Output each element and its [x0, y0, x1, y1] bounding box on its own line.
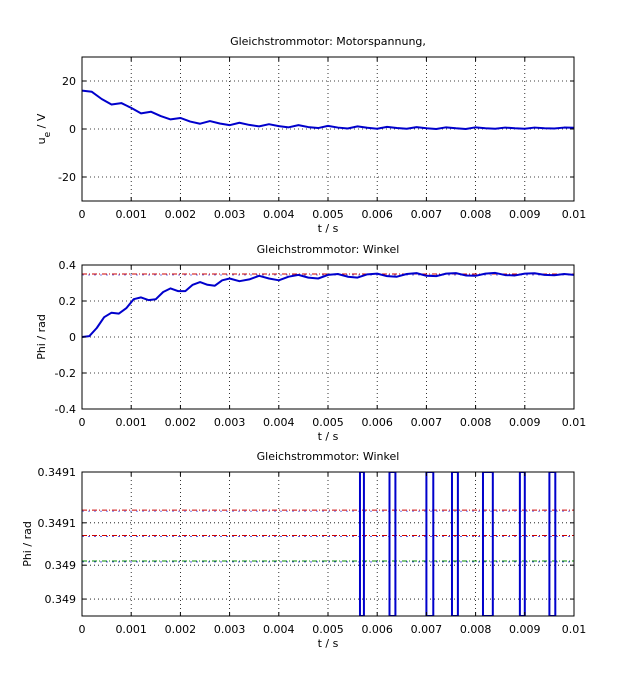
- x-axis-label: t / s: [318, 222, 339, 235]
- y-tick-label: 0.4: [59, 259, 77, 272]
- y-tick-label: 0.3491: [38, 517, 77, 530]
- chart-title: Gleichstrommotor: Winkel: [257, 243, 400, 256]
- x-tick-label: 0: [79, 416, 86, 429]
- x-tick-label: 0.002: [165, 416, 197, 429]
- x-tick-label: 0.005: [312, 416, 344, 429]
- x-tick-label: 0.006: [361, 208, 393, 221]
- y-tick-label: 20: [62, 75, 76, 88]
- x-tick-label: 0.005: [312, 623, 344, 636]
- y-tick-label: 0.349: [45, 559, 77, 572]
- x-tick-label: 0.004: [263, 416, 295, 429]
- x-axis-label: t / s: [318, 430, 339, 443]
- x-tick-label: 0.004: [263, 623, 295, 636]
- signal-burst: [425, 472, 435, 616]
- signal-burst: [518, 472, 526, 616]
- x-tick-label: 0.01: [562, 208, 587, 221]
- x-tick-label: 0.007: [411, 623, 443, 636]
- x-axis-label: t / s: [318, 637, 339, 650]
- y-tick-label: -20: [58, 171, 76, 184]
- x-tick-label: 0.001: [115, 208, 147, 221]
- x-tick-label: 0.008: [460, 623, 492, 636]
- x-tick-label: 0.009: [509, 416, 541, 429]
- y-axis-label: ue / V: [35, 113, 53, 144]
- y-tick-label: 0: [69, 123, 76, 136]
- x-tick-label: 0.005: [312, 208, 344, 221]
- y-tick-label: 0.2: [59, 295, 77, 308]
- chart-title: Gleichstrommotor: Winkel: [257, 450, 400, 463]
- y-tick-label: -0.2: [55, 367, 76, 380]
- y-tick-label: 0.349: [45, 593, 77, 606]
- series-group: [358, 472, 557, 616]
- series-group: [82, 89, 574, 130]
- x-tick-label: 0.002: [165, 208, 197, 221]
- x-tick-label: 0.01: [562, 416, 587, 429]
- x-tick-label: 0.004: [263, 208, 295, 221]
- signal-burst: [450, 472, 459, 616]
- x-tick-label: 0.006: [361, 416, 393, 429]
- x-tick-label: 0.003: [214, 416, 246, 429]
- x-tick-label: 0: [79, 623, 86, 636]
- signal-burst: [358, 472, 365, 616]
- x-tick-label: 0.009: [509, 623, 541, 636]
- x-tick-label: 0: [79, 208, 86, 221]
- y-axis-label: Phi / rad: [35, 314, 48, 360]
- x-tick-label: 0.009: [509, 208, 541, 221]
- x-tick-label: 0.006: [361, 623, 393, 636]
- x-tick-label: 0.003: [214, 208, 246, 221]
- x-tick-label: 0.003: [214, 623, 246, 636]
- series-group: [82, 271, 574, 338]
- x-tick-label: 0.008: [460, 208, 492, 221]
- x-tick-label: 0.007: [411, 416, 443, 429]
- chart-title: Gleichstrommotor: Motorspannung,: [230, 35, 426, 48]
- signal-burst: [388, 472, 397, 616]
- y-tick-label: -0.4: [55, 403, 76, 416]
- x-tick-label: 0.001: [115, 623, 147, 636]
- y-axis-label: Phi / rad: [21, 521, 34, 567]
- signal-burst: [481, 472, 494, 616]
- series-line-1: [82, 89, 574, 130]
- series-line-1: [82, 271, 574, 338]
- y-tick-label: 0: [69, 331, 76, 344]
- x-tick-label: 0.01: [562, 623, 587, 636]
- x-tick-label: 0.001: [115, 416, 147, 429]
- x-tick-label: 0.008: [460, 416, 492, 429]
- x-tick-label: 0.002: [165, 623, 197, 636]
- y-tick-label: 0.3491: [38, 466, 77, 479]
- x-tick-label: 0.007: [411, 208, 443, 221]
- signal-burst: [548, 472, 557, 616]
